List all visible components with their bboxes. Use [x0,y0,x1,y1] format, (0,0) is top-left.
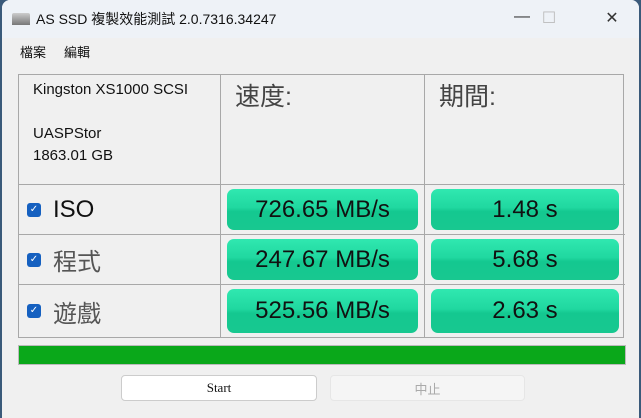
program-speed-cell: 247.67 MB/s [221,235,425,285]
progress-bar [18,345,626,365]
row-program-label[interactable]: ✓ 程式 [19,235,221,285]
checkbox-game[interactable]: ✓ [27,304,41,318]
speed-header: 速度: [221,75,425,185]
checkbox-iso[interactable]: ✓ [27,202,41,217]
program-time: 5.68 s [431,239,619,280]
iso-speed-cell: 726.65 MB/s [221,185,425,235]
drive-model: Kingston XS1000 SCSI [33,81,189,98]
row-iso-label[interactable]: ✓ ISO [19,185,221,235]
drive-size: 1863.01 GB [33,147,114,164]
menu-file[interactable]: 檔案 [20,45,47,60]
game-speed-cell: 525.56 MB/s [221,285,425,337]
maximize-button[interactable]: ☐ [541,10,557,27]
menu-edit[interactable]: 編輯 [64,45,91,60]
row-label: 遊戲 [53,300,101,328]
row-game-label[interactable]: ✓ 遊戲 [19,285,221,337]
game-time-cell: 2.63 s [425,285,625,337]
title-bar: AS SSD 複製效能測試 2.0.7316.34247 — ☐ ✕ [2,0,639,38]
menu-bar: 檔案 編輯 [2,42,90,66]
drive-icon [12,13,30,25]
results-grid: Kingston XS1000 SCSI UASPStor 1863.01 GB… [18,74,625,338]
iso-speed: 726.65 MB/s [227,189,418,230]
game-time: 2.63 s [431,289,619,333]
window-title: AS SSD 複製效能測試 2.0.7316.34247 [36,11,277,27]
row-label: ISO [53,195,95,223]
game-speed: 525.56 MB/s [227,289,418,333]
close-button[interactable]: ✕ [605,10,619,27]
duration-header: 期間: [425,75,625,185]
iso-time: 1.48 s [431,189,619,230]
minimize-button[interactable]: — [514,8,530,25]
drive-info: Kingston XS1000 SCSI UASPStor 1863.01 GB [19,75,221,185]
start-button[interactable]: Start [121,375,317,401]
program-speed: 247.67 MB/s [227,239,418,280]
drive-driver: UASPStor [33,125,102,142]
stop-button[interactable]: 中止 [330,375,525,401]
row-label: 程式 [53,249,101,276]
iso-time-cell: 1.48 s [425,185,625,235]
program-time-cell: 5.68 s [425,235,625,285]
checkbox-program[interactable]: ✓ [27,252,41,267]
